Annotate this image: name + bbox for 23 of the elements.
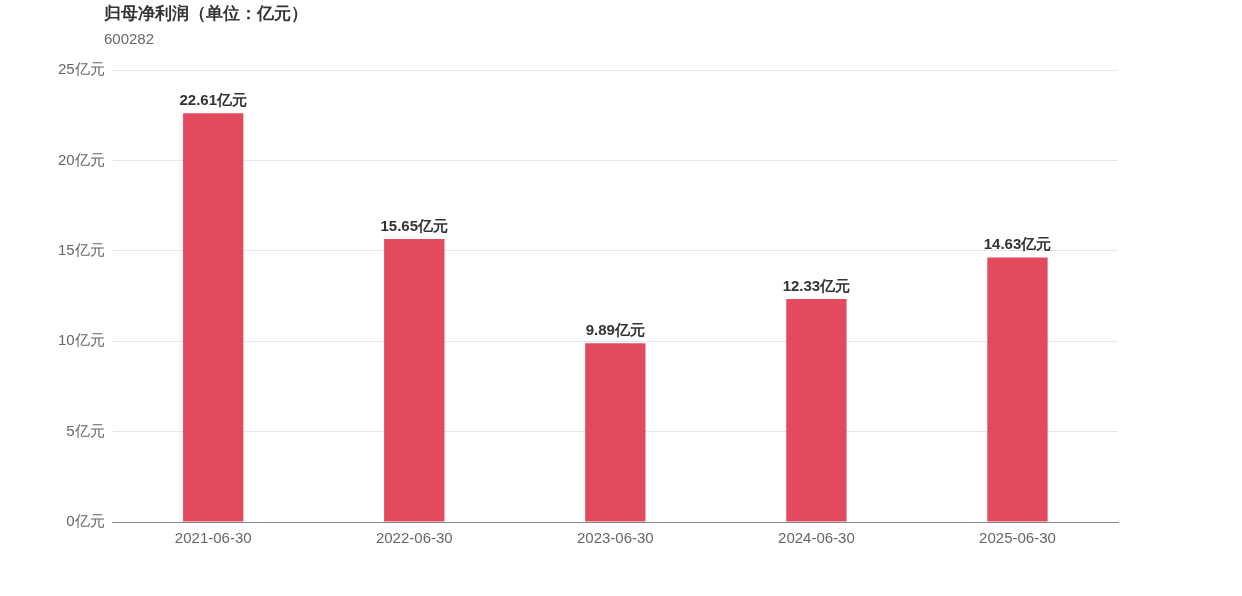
y-tick-label: 10亿元 (58, 331, 105, 349)
bar (786, 299, 847, 522)
y-tick-label: 25亿元 (58, 60, 105, 78)
data-label: 9.89亿元 (585, 320, 645, 338)
chart-title: 归母净利润（单位：亿元） (104, 3, 308, 25)
bar (183, 113, 244, 522)
x-tick-label: 2024-06-30 (778, 529, 855, 547)
bar (585, 343, 646, 522)
y-tick-label: 0亿元 (66, 512, 105, 530)
bar (987, 257, 1048, 522)
data-label: 12.33亿元 (782, 276, 851, 294)
data-label: 22.61亿元 (179, 90, 247, 108)
data-label: 15.65亿元 (380, 216, 449, 234)
x-tick-label: 2022-06-30 (375, 529, 453, 547)
x-tick-label: 2025-06-30 (979, 529, 1056, 547)
y-tick-label: 20亿元 (58, 150, 105, 168)
x-tick-label: 2023-06-30 (576, 529, 654, 547)
y-tick-label: 15亿元 (58, 240, 105, 258)
x-tick-label: 2021-06-30 (174, 529, 252, 547)
bar (384, 239, 445, 522)
y-tick-label: 5亿元 (66, 421, 105, 439)
chart-subtitle: 600282 (104, 30, 155, 47)
data-label: 14.63亿元 (983, 235, 1052, 253)
